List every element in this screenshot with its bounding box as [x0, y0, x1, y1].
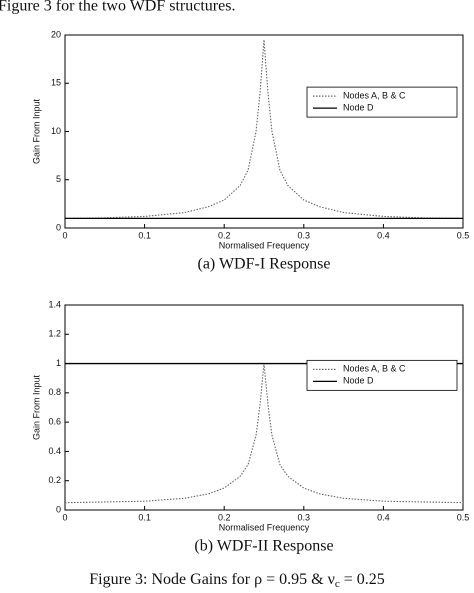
- chart-caption: (a) WDF-I Response: [197, 256, 330, 273]
- y-axis-label: Gain From Input: [31, 98, 41, 164]
- plot-frame: [64, 34, 464, 229]
- caption-sub: c: [335, 578, 340, 590]
- x-tick-label: 0.4: [377, 230, 390, 240]
- y-axis-label: Gain From Input: [31, 374, 41, 440]
- legend-box: [306, 86, 458, 118]
- x-tick-label: 0.3: [298, 512, 311, 522]
- y-tick-label: 0.8: [48, 387, 61, 397]
- y-tick-label: 5: [56, 174, 61, 184]
- y-tick-label: 10: [51, 126, 61, 136]
- x-axis-label: Normalised Frequency: [219, 240, 310, 250]
- x-tick-label: 0.2: [218, 230, 231, 240]
- x-tick-label: 0.4: [377, 512, 390, 522]
- x-tick-label: 0.5: [457, 230, 470, 240]
- legend-label: Nodes A, B & C: [343, 364, 406, 374]
- legend-box: [306, 359, 458, 391]
- y-tick-label: 0: [56, 504, 61, 514]
- figure-caption: Figure 3: Node Gains for ρ = 0.95 & νc =…: [89, 571, 384, 590]
- x-tick-label: 0.2: [218, 512, 231, 522]
- y-tick-label: 1: [56, 358, 61, 368]
- y-tick-label: 1.4: [48, 299, 61, 309]
- x-tick-label: 0.1: [138, 512, 151, 522]
- series-line: [64, 39, 464, 219]
- x-tick-label: 0.5: [457, 512, 470, 522]
- legend-label: Node D: [343, 102, 374, 112]
- y-tick-label: 0.2: [48, 475, 61, 485]
- y-tick-label: 0.4: [48, 446, 61, 456]
- y-tick-label: 15: [51, 78, 61, 88]
- caption-prefix: Figure 3: Node Gains for ρ = 0.95 & ν: [89, 571, 335, 588]
- x-tick-label: 0: [62, 230, 67, 240]
- caption-suffix: = 0.25: [340, 571, 385, 588]
- legend-label: Node D: [343, 376, 374, 386]
- x-tick-label: 0: [62, 512, 67, 522]
- y-tick-label: 0: [56, 222, 61, 232]
- x-axis-label: Normalised Frequency: [219, 522, 310, 532]
- y-tick-label: 20: [51, 29, 61, 39]
- legend-label: Nodes A, B & C: [343, 90, 406, 100]
- chart-caption: (b) WDF-II Response: [194, 538, 333, 555]
- x-tick-label: 0.3: [298, 230, 311, 240]
- y-tick-label: 0.6: [48, 417, 61, 427]
- plot-frame: [64, 304, 464, 511]
- y-tick-label: 1.2: [48, 329, 61, 339]
- header-text: Figure 3 for the two WDF structures.: [0, 0, 235, 15]
- x-tick-label: 0.1: [138, 230, 151, 240]
